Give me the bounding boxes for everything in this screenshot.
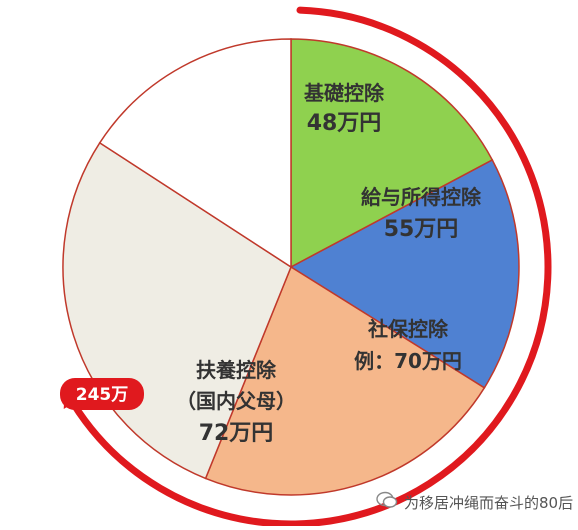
pie-slice-2 (204, 265, 486, 496)
watermark-text: 为移居冲绳而奋斗的80后 (404, 494, 574, 512)
slice-2-amount: 例：70万円 (354, 349, 462, 373)
slice-3-sub: （国内父母） (176, 389, 296, 413)
pie-slice-1 (289, 158, 520, 389)
slice-3-amount: 72万円 (199, 421, 274, 446)
slice-2-name: 社保控除 (367, 317, 449, 341)
total-badge: 245万 (60, 378, 144, 410)
pie-slice-0 (290, 38, 494, 269)
total-badge-label: 245万 (76, 385, 129, 405)
slice-label-social-insurance: 社保控除 例：70万円 (354, 317, 462, 373)
slice-3-name: 扶養控除 (196, 358, 277, 382)
slice-label-salary-deduction: 給与所得控除 55万円 (361, 185, 482, 242)
slice-0-name: 基礎控除 (304, 81, 385, 105)
slice-label-dependents: 扶養控除 （国内父母） 72万円 (176, 358, 296, 446)
pie-slices (62, 38, 520, 496)
total-arrow-arc (69, 6, 552, 528)
slice-label-basic-deduction: 基礎控除 48万円 (304, 81, 385, 136)
slice-1-name: 給与所得控除 (361, 185, 482, 209)
pie-slice-4 (98, 38, 292, 269)
slice-0-amount: 48万円 (307, 111, 382, 136)
total-badge-bg (60, 378, 144, 410)
wechat-icon (376, 491, 398, 508)
slice-1-amount: 55万円 (384, 217, 459, 242)
